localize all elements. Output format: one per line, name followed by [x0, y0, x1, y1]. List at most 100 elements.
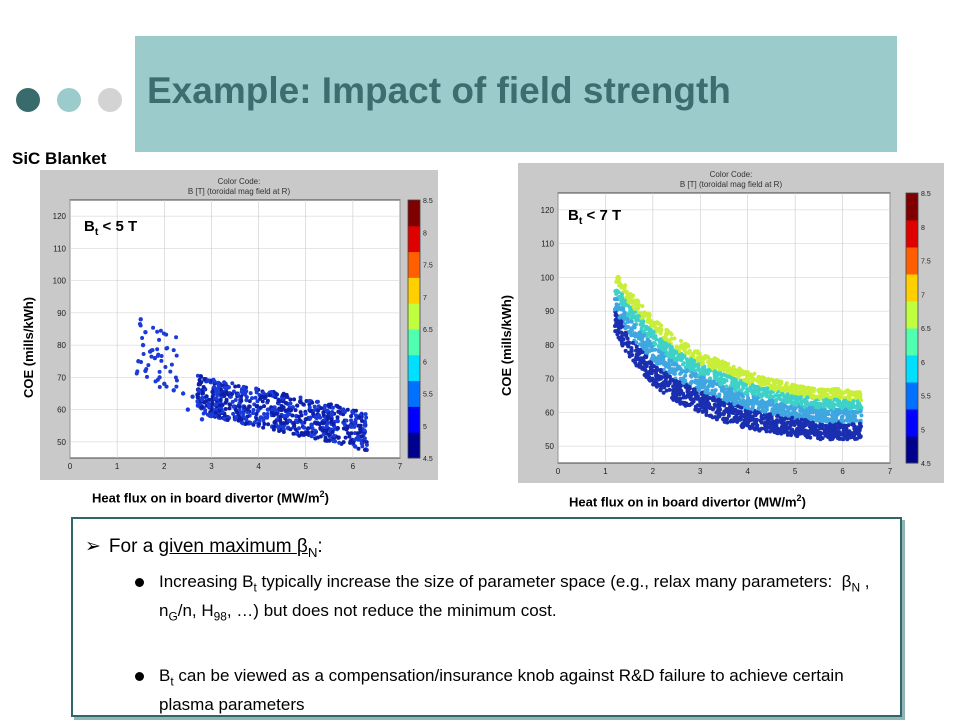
data-point	[792, 419, 797, 424]
data-point	[658, 387, 663, 392]
summary-heading: ➢ For a given maximum βN:	[85, 535, 323, 560]
data-point	[231, 389, 236, 394]
colorbar-segment	[906, 193, 918, 221]
data-point	[728, 419, 733, 424]
data-point	[363, 420, 368, 425]
colorbar-tick-label: 5	[921, 427, 925, 434]
colorbar-frame	[407, 199, 421, 459]
x-tick-label: 1	[115, 462, 120, 471]
data-point	[139, 360, 144, 365]
data-point	[707, 363, 712, 368]
data-point	[658, 329, 663, 334]
data-point	[713, 388, 718, 393]
data-point	[855, 399, 860, 404]
x-tick-label: 7	[398, 462, 403, 471]
data-point	[766, 415, 771, 420]
data-point	[654, 327, 659, 332]
bullet-item-1: Increasing Bt typically increase the siz…	[135, 570, 889, 629]
data-point	[789, 428, 794, 433]
data-point	[671, 394, 676, 399]
data-point	[307, 398, 312, 403]
data-point	[625, 316, 630, 321]
data-point	[280, 396, 285, 401]
data-point	[657, 355, 662, 360]
data-point	[752, 410, 757, 415]
data-point	[772, 411, 777, 416]
y-tick-label: 70	[57, 373, 66, 382]
data-point	[352, 420, 357, 425]
data-point	[629, 319, 634, 324]
data-point	[330, 429, 335, 434]
data-point	[317, 421, 322, 426]
data-point	[634, 363, 639, 368]
x-tick-label: 6	[351, 462, 356, 471]
data-point	[653, 341, 658, 346]
data-point	[623, 326, 628, 331]
data-point	[711, 360, 716, 365]
data-point	[719, 388, 724, 393]
data-point	[362, 428, 367, 433]
data-point	[810, 415, 815, 420]
data-point	[716, 397, 721, 402]
data-point	[806, 430, 811, 435]
data-point	[767, 399, 772, 404]
data-point	[174, 384, 179, 389]
data-point	[841, 437, 846, 442]
data-point	[349, 431, 354, 436]
data-point	[730, 396, 735, 401]
data-point	[614, 313, 619, 318]
data-point	[648, 360, 653, 365]
data-point	[257, 421, 262, 426]
data-point	[707, 368, 712, 373]
data-point	[617, 330, 622, 335]
x-tick-label: 1	[603, 467, 608, 476]
data-point	[631, 325, 636, 330]
data-point	[817, 431, 822, 436]
data-point	[345, 407, 350, 412]
data-point	[754, 400, 759, 405]
data-point	[298, 395, 303, 400]
colorbar-tick-label: 5.5	[921, 394, 931, 401]
data-point	[307, 405, 312, 410]
data-point	[697, 378, 702, 383]
x-tick-label: 0	[68, 462, 73, 471]
data-point	[211, 377, 216, 382]
data-point	[731, 372, 736, 377]
data-point	[799, 388, 804, 393]
data-point	[841, 391, 846, 396]
data-point	[671, 389, 676, 394]
data-point	[233, 415, 238, 420]
data-point	[278, 418, 283, 423]
data-point	[337, 410, 342, 415]
data-point	[664, 388, 669, 393]
colorbar-segment	[906, 382, 918, 410]
data-point	[613, 297, 618, 302]
data-point	[349, 418, 354, 423]
data-point	[640, 316, 645, 321]
data-point	[271, 413, 276, 418]
scatter-chart-bt7-svg: Color Code:B [T] (toroidal mag field at …	[541, 170, 931, 476]
data-point	[825, 387, 830, 392]
data-point	[206, 401, 211, 406]
data-point	[733, 383, 738, 388]
data-point	[792, 422, 797, 427]
data-point	[632, 306, 637, 311]
colorbar-tick-label: 7.5	[423, 263, 433, 270]
data-point	[628, 292, 633, 297]
data-point	[641, 329, 646, 334]
data-point	[155, 329, 160, 334]
data-point	[163, 364, 168, 369]
chart1-annotation: Bt < 5 T	[84, 218, 138, 238]
data-point	[805, 395, 810, 400]
data-point	[697, 407, 702, 412]
data-point	[222, 394, 227, 399]
data-point	[818, 395, 823, 400]
data-point	[661, 345, 666, 350]
data-point	[710, 388, 715, 393]
data-point	[306, 426, 311, 431]
data-point	[324, 438, 329, 443]
data-point	[661, 390, 666, 395]
data-point	[240, 421, 245, 426]
data-point	[725, 416, 730, 421]
data-point	[779, 407, 784, 412]
